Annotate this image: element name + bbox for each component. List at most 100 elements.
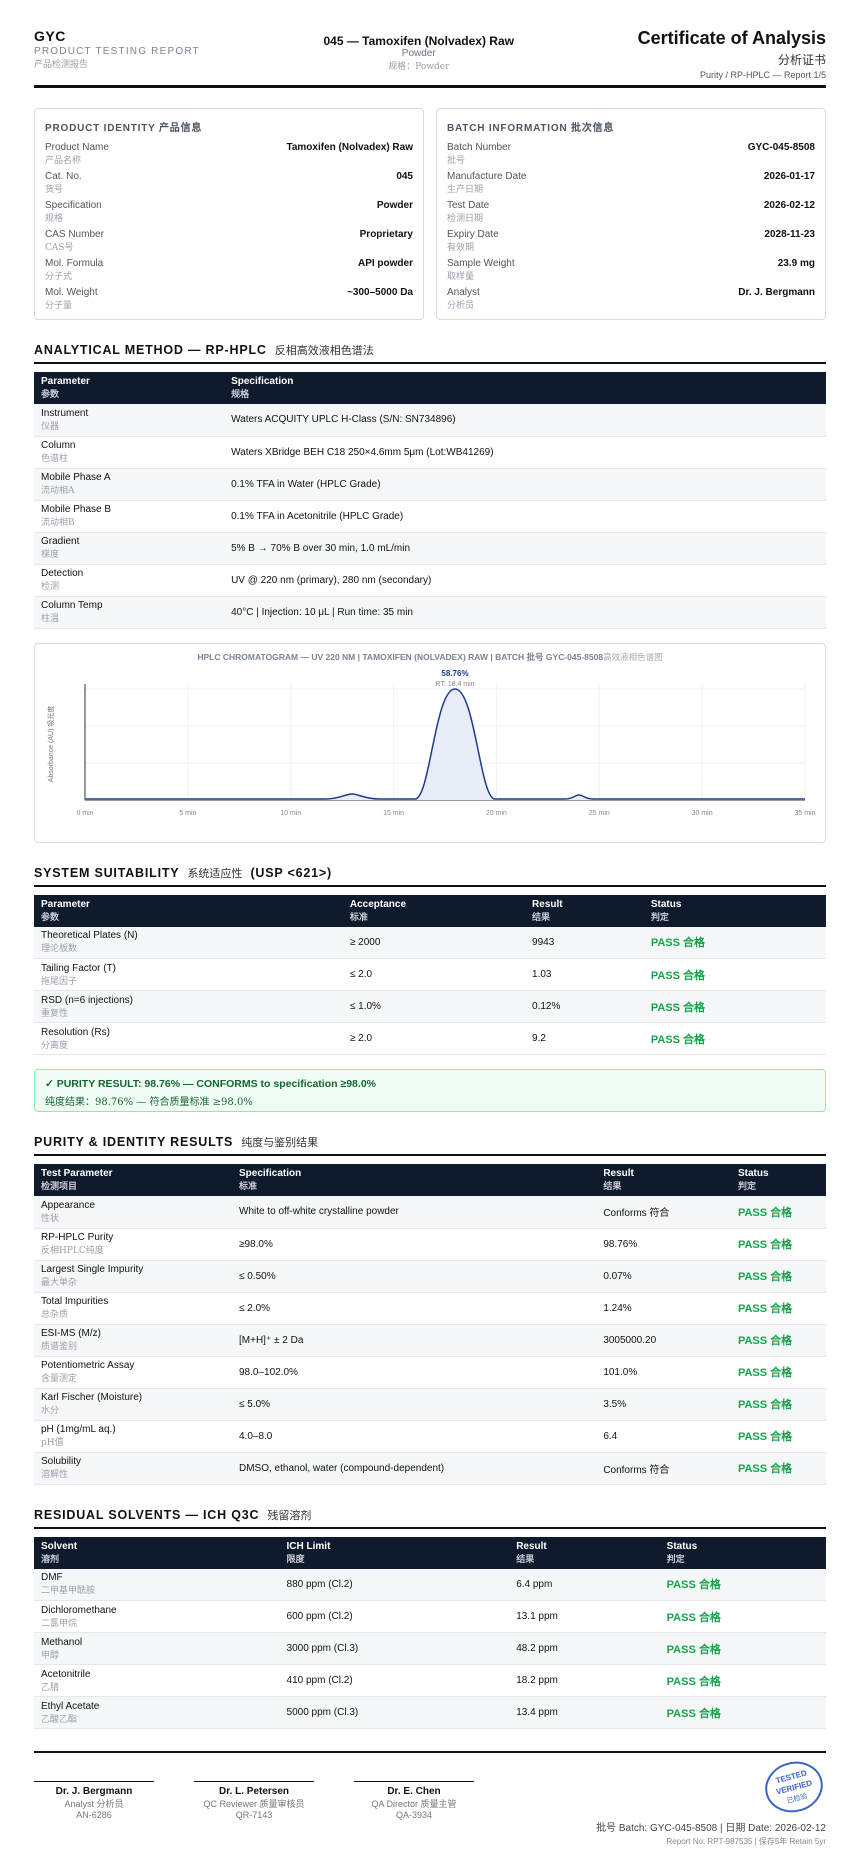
info-value: Proprietary xyxy=(359,229,413,240)
cell: 98.76% xyxy=(596,1228,731,1261)
section-title-en: PURITY & IDENTITY RESULTS xyxy=(34,1135,234,1149)
cell-zh: 标准 xyxy=(349,912,368,923)
cell: Mobile Phase A 流动相A xyxy=(34,468,225,501)
row: ESI-MS (M/z) 质谱鉴别 [M+H]⁺ ± 2 Da 3005000.20 P… xyxy=(34,1324,826,1357)
footer-right: 批号 Batch: GYC-045-8508 | 日期 Date: 2026-0… xyxy=(596,1819,826,1847)
cell: White to off-white crystalline powder xyxy=(239,1206,399,1218)
status: PASS 合格 xyxy=(737,1206,793,1219)
info-label-zh: 产品名称 xyxy=(45,156,82,166)
info-value: 2028-11-23 xyxy=(764,229,815,240)
cell: Column Temp 柱温 xyxy=(34,596,225,629)
info-label-zh: 分析员 xyxy=(447,301,475,311)
cell: ESI-MS (M/z) 质谱鉴别 xyxy=(34,1324,232,1357)
cell-en: Gradient xyxy=(41,536,80,547)
cell: 1.24% xyxy=(603,1302,632,1314)
signatures: Dr. J. Bergmann Analyst 分析员 AN-6286 Dr. L. … xyxy=(34,1781,474,1820)
info-label-zh: CAS号 xyxy=(45,243,74,253)
cell-en: Specification xyxy=(239,1168,302,1179)
column-header: Result 结果 xyxy=(596,1164,731,1196)
analytical-method: ANALYTICAL METHOD — RP-HPLC 反相高效液相色谱法 Para… xyxy=(34,342,826,629)
cell-en: pH (1mg/mL aq.) xyxy=(41,1424,116,1435)
cell: PASS 合格 xyxy=(730,1356,826,1389)
info-label-zh: 批号 xyxy=(447,156,466,166)
cell-en: Solvent xyxy=(41,1540,78,1552)
table: Test Parameter 检测项目 Specification 标准 Result 结… xyxy=(34,1164,826,1485)
report: Purity / RP-HPLC — Report 1/5 xyxy=(699,70,826,80)
signature: Dr. L. Petersen QC Reviewer 质量审核员 QR-7143 xyxy=(194,1781,314,1820)
section-title-en: RESIDUAL SOLVENTS — ICH Q3C xyxy=(34,1507,260,1522)
row: Solubility 溶解性 DMSO, ethanol, water (compo… xyxy=(34,1452,826,1485)
status: PASS 合格 xyxy=(666,1611,721,1624)
row: Resolution (Rs) 分离度 ≥ 2.0 9.2 PASS 合格 xyxy=(34,1022,826,1055)
peak-label: 58.76% xyxy=(441,669,468,678)
cell: 0.12% xyxy=(532,1001,561,1012)
column-header: ICH Limit 限度 xyxy=(279,1536,510,1569)
info-label-zh: 分子式 xyxy=(45,272,73,282)
row: DMF 二甲基甲酰胺 880 ppm (Cl.2) 6.4 ppm PASS 合格 xyxy=(34,1568,826,1601)
info-row: Cat. No. 货号 045 xyxy=(45,171,413,200)
cell: Column 色谱柱 xyxy=(34,436,225,469)
cell: 1.03 xyxy=(525,958,644,991)
cell-en: Dichloromethane xyxy=(41,1604,117,1616)
section-title-zh: 残留溶剂 xyxy=(267,1508,312,1522)
chromatogram-title-en: HPLC CHROMATOGRAM — UV 220 NM | TAMOXIFE… xyxy=(197,652,603,662)
cell: 9943 xyxy=(525,926,644,959)
cell-en: Solubility xyxy=(41,1456,82,1467)
info-label-zh: 货号 xyxy=(45,185,64,195)
info-label-block: Test Date 检测日期 xyxy=(447,200,489,229)
cell: ≥98.0% xyxy=(232,1228,597,1261)
info-label-block: Product Name 产品名称 xyxy=(45,142,109,171)
info-label-block: Expiry Date 有效期 xyxy=(447,229,499,258)
brand-block: GYC PRODUCT TESTING REPORT 产品检测报告 xyxy=(34,28,200,85)
footer: Dr. J. Bergmann Analyst 分析员 AN-6286 Dr. L. … xyxy=(34,1751,826,1861)
cell-zh: 结果 xyxy=(532,912,551,923)
info-label-block: Analyst 分析员 xyxy=(447,287,480,316)
info-row: Sample Weight 取样量 23.9 mg xyxy=(447,258,815,287)
cell: 0.12% xyxy=(525,990,644,1023)
cell: DMSO, ethanol, water (compound-dependent… xyxy=(239,1462,445,1474)
info-label: Sample Weight xyxy=(447,258,515,269)
cell-en: Appearance xyxy=(41,1199,95,1211)
cell-en: Mobile Phase B xyxy=(41,504,112,515)
cell-zh: 色谱柱 xyxy=(41,454,69,464)
cell-zh: 分离度 xyxy=(41,1040,69,1051)
chromatogram-plot: HPLC CHROMATOGRAM — UV 220 NM | TAMOXIFE… xyxy=(46,652,816,817)
row: pH (1mg/mL aq.) pH值 4.0–8.0 6.4 PASS 合格 xyxy=(34,1420,826,1453)
cell-zh: 理论板数 xyxy=(41,944,78,955)
cell-en: Detection xyxy=(41,568,84,579)
info-label-block: CAS Number CAS号 xyxy=(45,229,104,258)
cell-zh: 规格 xyxy=(231,390,250,400)
cell: 5% B → 70% B over 30 min, 1.0 mL/min xyxy=(231,542,411,554)
cell-en: Potentiometric Assay xyxy=(41,1360,135,1371)
cell: ≤ 2.0 xyxy=(349,969,373,980)
purity-identity: PURITY & IDENTITY RESULTS 纯度与鉴别结果 Test Par… xyxy=(34,1134,826,1485)
column-header: Result 结果 xyxy=(509,1536,660,1569)
cell: Largest Single Impurity 最大单杂 xyxy=(34,1260,232,1293)
y-axis-label: Absorbance (AU) 吸光度 xyxy=(46,705,55,782)
header-row: Parameter 参数 Specification 规格 xyxy=(34,372,826,404)
signature-role: QC Reviewer 质量审核员 xyxy=(203,1799,305,1809)
row: RP-HPLC Purity 反相HPLC纯度 ≥98.0% 98.76% PASS 合… xyxy=(34,1228,826,1261)
row: Acetonitrile 乙腈 410 ppm (Cl.2) 18.2 ppm PASS… xyxy=(34,1664,826,1697)
title-zh: 分析证书 xyxy=(777,53,826,67)
cell: ≥ 2.0 xyxy=(349,1033,373,1044)
info-row: Batch Number 批号 GYC-045-8508 xyxy=(447,142,815,171)
cell: 3.5% xyxy=(596,1388,731,1421)
row: Column Temp 柱温 40°C | Injection: 10 μL | R… xyxy=(34,596,826,629)
cell: 40°C | Injection: 10 μL | Run time: 35 m… xyxy=(231,606,413,618)
row: Potentiometric Assay 含量测定 98.0–102.0% 101.0… xyxy=(34,1356,826,1389)
cell: RP-HPLC Purity 反相HPLC纯度 xyxy=(34,1228,232,1261)
cell: 6.4 ppm xyxy=(516,1578,553,1590)
cell: 13.1 ppm xyxy=(516,1611,558,1622)
signature-name: Dr. L. Petersen xyxy=(218,1786,290,1797)
cell: 9943 xyxy=(532,936,555,948)
cell: 1.24% xyxy=(596,1292,731,1325)
row: Ethyl Acetate 乙酸乙酯 5000 ppm (Cl.3) 13.4 ppm… xyxy=(34,1696,826,1729)
section-title-zh: 反相高效液相色谱法 xyxy=(274,344,374,357)
info-row: Analyst 分析员 Dr. J. Bergmann xyxy=(447,287,815,316)
system-suitability: SYSTEM SUITABILITY 系统适应性 (USP <621>) Parame… xyxy=(34,865,826,1055)
cell: 101.0% xyxy=(596,1356,731,1389)
purity-result-en: ✓ PURITY RESULT: 98.76% — CONFORMS to sp… xyxy=(45,1078,376,1090)
title-block: Certificate of Analysis 分析证书 Purity / RP… xyxy=(638,28,826,85)
info-value: 23.9 mg xyxy=(777,258,815,269)
